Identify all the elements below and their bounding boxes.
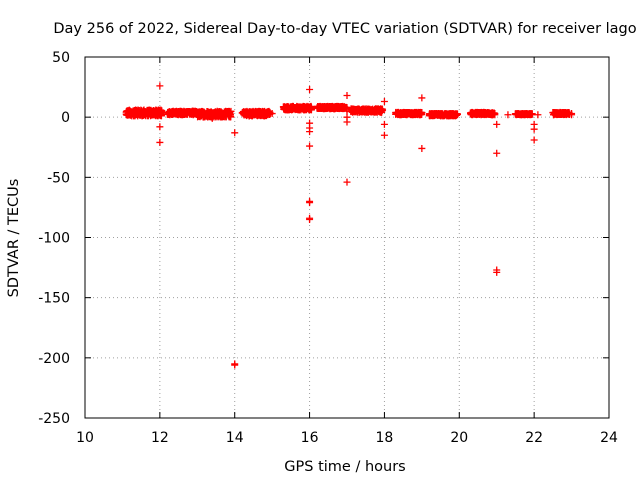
data-point	[379, 106, 387, 114]
data-point-outlier	[156, 82, 164, 90]
data-point-outlier	[418, 144, 426, 152]
data-point-outlier	[380, 131, 388, 139]
data-point-outlier	[343, 107, 351, 115]
chart-title: Day 256 of 2022, Sidereal Day-to-day VTE…	[53, 21, 636, 37]
data-point-outlier	[343, 118, 351, 126]
y-tick-label: -100	[38, 231, 70, 247]
x-tick-label: 10	[76, 430, 94, 446]
y-tick-label: -150	[38, 291, 70, 307]
data-point-outlier	[530, 136, 538, 144]
x-tick-label: 24	[600, 430, 618, 446]
x-tick-label: 14	[226, 430, 244, 446]
x-tick-label: 20	[450, 430, 468, 446]
data-point-outlier	[534, 111, 542, 119]
data-point-outlier	[231, 129, 239, 137]
data-point-outlier	[306, 215, 314, 223]
data-point	[158, 108, 166, 116]
data-point	[491, 110, 499, 118]
y-tick-label: -250	[38, 411, 70, 427]
data-points	[122, 82, 576, 369]
data-point-outlier	[530, 125, 538, 133]
data-point	[418, 108, 426, 116]
data-point-outlier	[504, 111, 512, 119]
data-point	[453, 111, 461, 119]
data-point	[307, 106, 315, 114]
data-point-outlier	[231, 361, 239, 369]
y-axis-label: SDTVAR / TECUs	[6, 179, 22, 298]
axis-ticks: 10 12 14 16 18 20 22 24 50 0 -50 -100 -150 -200 -250	[38, 50, 618, 446]
data-point-outlier	[208, 114, 216, 122]
data-point-outlier	[343, 92, 351, 100]
x-tick-label: 18	[376, 430, 394, 446]
x-axis-label: GPS time / hours	[284, 459, 405, 475]
y-tick-label: -200	[38, 351, 70, 367]
data-point-outlier	[306, 128, 314, 136]
data-point-outlier	[306, 85, 314, 93]
y-tick-label: 50	[52, 50, 70, 66]
data-point-outlier	[343, 178, 351, 186]
data-point-outlier	[268, 110, 276, 118]
data-point-outlier	[568, 110, 576, 118]
data-point-outlier	[380, 120, 388, 128]
y-tick-label: 0	[61, 110, 70, 126]
data-point	[227, 107, 235, 115]
data-point-outlier	[493, 268, 501, 276]
data-point-outlier	[156, 138, 164, 146]
data-point-outlier	[306, 142, 314, 150]
data-point-outlier	[493, 149, 501, 157]
data-point-outlier	[380, 98, 388, 106]
x-tick-label: 16	[301, 430, 319, 446]
data-point-outlier	[306, 199, 314, 207]
x-tick-label: 12	[151, 430, 169, 446]
data-point-outlier	[156, 123, 164, 131]
y-tick-label: -50	[47, 170, 70, 186]
data-point-outlier	[418, 94, 426, 102]
x-tick-label: 22	[525, 430, 543, 446]
data-point	[528, 110, 536, 118]
data-point-outlier	[493, 120, 501, 128]
